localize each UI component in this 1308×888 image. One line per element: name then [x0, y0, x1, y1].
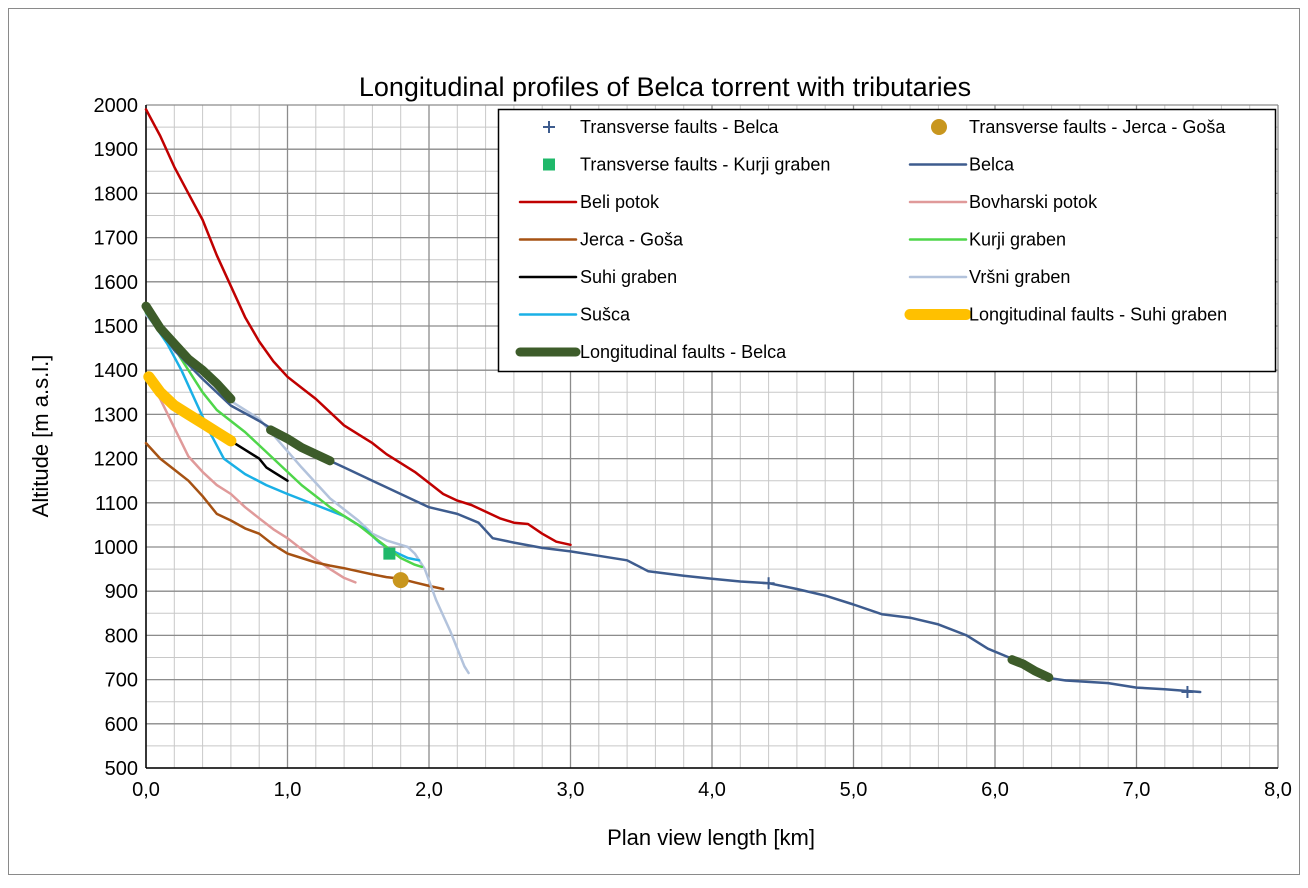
legend-box — [497, 108, 1277, 373]
y-tick-label: 2000 — [94, 95, 139, 117]
axes — [145, 105, 1278, 769]
legend-label: Kurji graben — [969, 230, 1066, 250]
x-tick-label: 8,0 — [1264, 779, 1292, 801]
series-line-longitudinal-faults-belca — [1007, 655, 1054, 682]
legend-label: Transverse faults - Belca — [580, 117, 779, 137]
y-tick-label: 700 — [105, 670, 138, 692]
y-tick-label: 1700 — [94, 228, 139, 250]
y-tick-label: 800 — [105, 625, 138, 647]
y-tick-label: 1000 — [94, 537, 139, 559]
legend-symbol — [931, 119, 947, 135]
legend-item-longitudinal-faults-suhi-graben: Longitudinal faults - Suhi graben — [904, 305, 1227, 325]
legend-label: Beli potok — [580, 192, 660, 212]
y-tick-label: 1800 — [94, 183, 139, 205]
y-tick-label: 600 — [105, 714, 138, 736]
legend-item-kurji-graben: Kurji graben — [908, 230, 1066, 250]
y-tick-label: 900 — [105, 581, 138, 603]
chart-title: Longitudinal profiles of Belca torrent w… — [359, 72, 971, 102]
x-axis-label: Plan view length [km] — [607, 825, 815, 850]
y-tick-label: 1600 — [94, 272, 139, 294]
legend-item-jerca-gosa: Jerca - Goša — [518, 230, 684, 250]
series-marker-transverse-faults-belca — [762, 577, 775, 590]
y-tick-label: 500 — [105, 758, 138, 780]
legend-label: Bovharski potok — [969, 192, 1098, 212]
legend-label: Jerca - Goša — [580, 230, 684, 250]
series-line-suhi-graben — [229, 439, 289, 482]
legend-item-susca: Sušca — [518, 305, 631, 325]
legend: Transverse faults - Belca Transverse faul… — [497, 108, 1277, 373]
legend-label: Transverse faults - Kurji graben — [580, 155, 830, 175]
legend-symbol — [543, 121, 555, 133]
series-line-kurji-graben — [144, 311, 424, 569]
series-marker-transverse-faults-belca — [1181, 685, 1194, 698]
legend-label: Suhi graben — [580, 267, 677, 287]
legend-item-belca: Belca — [908, 155, 1015, 175]
y-tick-label: 1100 — [95, 493, 138, 515]
y-tick-label: 1200 — [94, 449, 139, 471]
series-line-longitudinal-faults-suhi-graben — [143, 371, 237, 447]
legend-label: Longitudinal faults - Belca — [580, 342, 787, 362]
x-tick-label: 7,0 — [1123, 779, 1151, 801]
legend-label: Belca — [969, 155, 1015, 175]
legend-item-beli-potok: Beli potok — [518, 192, 660, 212]
legend-item-transverse-faults-belca: Transverse faults - Belca — [543, 117, 779, 137]
y-tick-label: 1300 — [94, 404, 139, 426]
series-line-beli-potok — [144, 108, 572, 547]
y-axis-label: Altitude [m a.s.l.] — [28, 355, 53, 518]
series-marker-transverse-faults-jerca-gosa — [392, 572, 409, 589]
legend-item-transverse-faults-jerca-gosa: Transverse faults - Jerca - Goša — [931, 117, 1226, 137]
legend-label: Vršni graben — [969, 267, 1070, 287]
legend-item-longitudinal-faults-belca: Longitudinal faults - Belca — [515, 342, 787, 362]
legend-label: Longitudinal faults - Suhi graben — [969, 305, 1227, 325]
legend-label: Sušca — [580, 305, 631, 325]
legend-item-suhi-graben: Suhi graben — [518, 267, 677, 287]
x-tick-label: 6,0 — [981, 779, 1009, 801]
y-tick-label: 1900 — [94, 139, 139, 161]
x-tick-label: 1,0 — [274, 779, 302, 801]
tick-labels: 0,0 1,0 2,0 3,0 4,0 5,0 6,0 7,0 8,0 500 600 700 800 9… — [94, 95, 1292, 801]
legend-label: Transverse faults - Jerca - Goša — [969, 117, 1226, 137]
x-tick-label: 3,0 — [557, 779, 585, 801]
x-tick-label: 0,0 — [132, 779, 160, 801]
y-tick-label: 1500 — [94, 316, 139, 338]
legend-item-vrsni-graben: Vršni graben — [908, 267, 1070, 287]
x-tick-label: 4,0 — [698, 779, 726, 801]
series-line-longitudinal-faults-belca — [266, 425, 335, 466]
x-tick-label: 2,0 — [415, 779, 443, 801]
x-tick-label: 5,0 — [840, 779, 868, 801]
series-layer — [141, 108, 1202, 698]
legend-item-transverse-faults-kurji-graben: Transverse faults - Kurji graben — [543, 155, 830, 175]
series-line-longitudinal-faults-belca — [141, 301, 236, 404]
legend-item-bovharski-potok: Bovharski potok — [908, 192, 1098, 212]
legend-symbol — [543, 158, 555, 171]
y-tick-label: 1400 — [94, 360, 139, 382]
series-marker-transverse-faults-kurji-graben — [383, 547, 396, 560]
